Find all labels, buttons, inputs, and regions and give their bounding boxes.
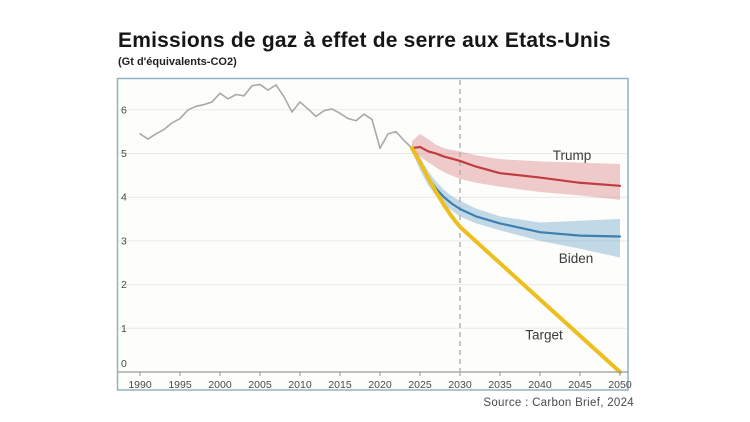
x-tick-label-2005: 2005	[248, 379, 272, 391]
chart-subtitle: (Gt d'équivalents-CO2)	[118, 56, 237, 68]
series-label-target: Target	[525, 327, 563, 342]
x-tick-label-1990: 1990	[128, 379, 152, 391]
y-tick-label-6: 6	[121, 104, 127, 116]
x-tick-label-2010: 2010	[288, 379, 312, 391]
series-line-trump	[410, 145, 622, 187]
x-tick-label-2035: 2035	[488, 379, 512, 391]
series-label-trump: Trump	[553, 148, 592, 163]
y-tick-label-1: 1	[121, 323, 127, 335]
x-tick-label-2015: 2015	[328, 379, 352, 391]
x-tick-label-2000: 2000	[208, 379, 232, 391]
x-tick-label-2025: 2025	[408, 379, 432, 391]
y-tick-label-5: 5	[121, 148, 127, 160]
series-band-biden	[412, 144, 620, 258]
y-tick-label-2: 2	[121, 279, 127, 291]
x-tick-label-2040: 2040	[528, 379, 552, 391]
x-tick-label-1995: 1995	[168, 379, 192, 391]
series-band-trump	[412, 133, 620, 200]
y-tick-label-4: 4	[121, 192, 127, 204]
series-label-biden: Biden	[559, 251, 594, 266]
plot-panel	[116, 77, 629, 391]
x-tick-label-2050: 2050	[608, 379, 632, 391]
y-tick-label-3: 3	[121, 235, 127, 247]
source-caption: Source : Carbon Brief, 2024	[483, 397, 634, 409]
series-line-target	[410, 146, 622, 374]
chart-title: Emissions de gaz à effet de serre aux Et…	[118, 29, 611, 52]
series-line-historical	[139, 83, 413, 150]
x-tick-label-2020: 2020	[368, 379, 392, 391]
y-tick-label-0: 0	[121, 358, 127, 370]
x-tick-label-2045: 2045	[568, 379, 592, 391]
x-tick-label-2030: 2030	[448, 379, 472, 391]
